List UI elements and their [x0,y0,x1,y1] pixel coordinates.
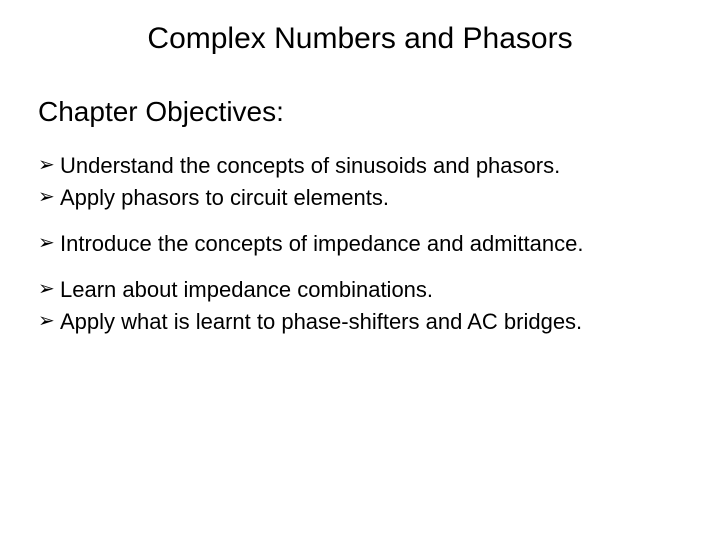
objectives-list: ➢ Understand the concepts of sinusoids a… [38,150,690,351]
bullet-icon: ➢ [38,150,60,181]
list-item: ➢ Introduce the concepts of impedance an… [38,228,690,260]
objectives-group: ➢ Understand the concepts of sinusoids a… [38,150,690,214]
bullet-icon: ➢ [38,182,60,213]
bullet-icon: ➢ [38,306,60,337]
bullet-icon: ➢ [38,274,60,305]
chapter-objectives-heading: Chapter Objectives: [38,96,284,128]
list-item-text: Understand the concepts of sinusoids and… [60,150,690,182]
list-item-text: Introduce the concepts of impedance and … [60,228,690,260]
list-item-text: Apply phasors to circuit elements. [60,182,690,214]
slide: Complex Numbers and Phasors Chapter Obje… [0,0,720,540]
list-item: ➢ Understand the concepts of sinusoids a… [38,150,690,182]
list-item: ➢ Apply phasors to circuit elements. [38,182,690,214]
list-item-text: Learn about impedance combinations. [60,274,690,306]
objectives-group: ➢ Learn about impedance combinations. ➢ … [38,274,690,338]
list-item: ➢ Learn about impedance combinations. [38,274,690,306]
list-item-text: Apply what is learnt to phase-shifters a… [60,306,690,338]
list-item: ➢ Apply what is learnt to phase-shifters… [38,306,690,338]
objectives-group: ➢ Introduce the concepts of impedance an… [38,228,690,260]
bullet-icon: ➢ [38,228,60,259]
slide-title: Complex Numbers and Phasors [0,22,720,56]
